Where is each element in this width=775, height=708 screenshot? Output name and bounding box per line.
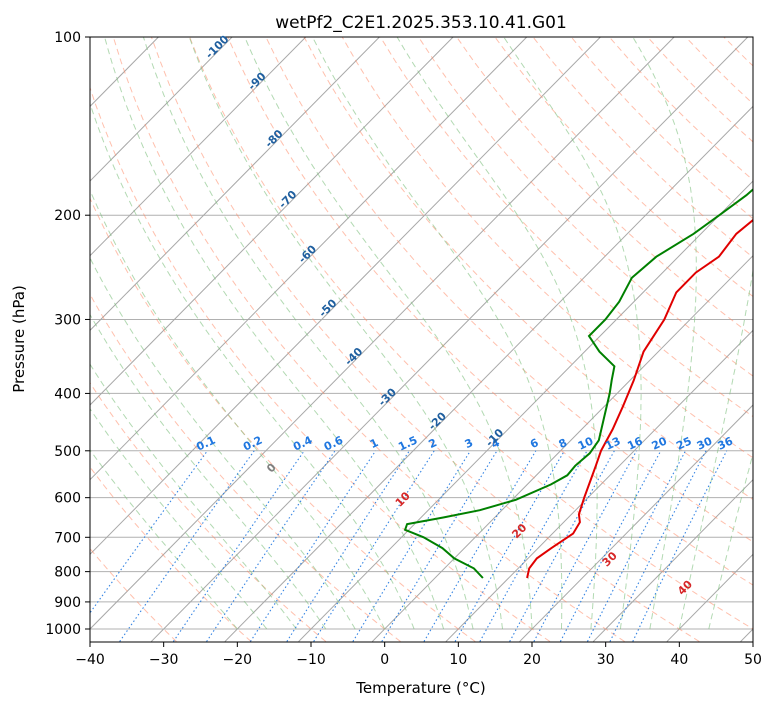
moist-adiabat-line [90,448,238,630]
dry-adiabat-line [303,37,753,501]
x-tick-label: 10 [449,652,467,668]
moist-adiabat-line [90,256,356,630]
dry-adiabat-line [90,466,252,642]
dry-adiabat-line [265,37,753,543]
y-tick-label: 400 [54,386,81,402]
mixing-ratio-line [206,450,336,642]
mixing-ratio-line [632,450,728,642]
chart-title: wetPf2_C2E1.2025.353.10.41.G01 [275,13,567,33]
isotherm-line [224,105,753,642]
y-tick-label: 700 [54,530,81,546]
x-tick-label: 50 [744,652,762,668]
isotherm-line [90,37,307,257]
mixing-ratio-line [172,450,305,642]
moist-adiabat-line [90,407,268,630]
y-axis: 100 200 300 400 500 600 700 800 900 1000 [45,30,90,638]
y-tick-label: 1000 [45,622,81,638]
x-tick-label: 40 [670,652,688,668]
mixing-ratio-line [587,450,686,642]
mixing-ratio-label: 13 [603,434,622,452]
isotherm-line [445,329,753,642]
y-tick-label: 900 [54,595,81,611]
isotherm-line [90,37,233,182]
x-axis: −40 −30 −20 −10 0 10 20 30 40 50 [75,642,762,668]
moist-adiabat-line [632,37,697,630]
mixing-ratio-line [352,450,471,642]
x-tick-label: 20 [523,652,541,668]
dry-adiabat-line [418,37,753,377]
moist-adiabat-line [708,451,753,630]
mixing-ratio-line [381,450,498,642]
mixing-ratio-label: 25 [674,434,693,452]
moist-adiabat-line [188,37,503,630]
moist-adiabat-line [312,37,563,629]
y-tick-label: 800 [54,565,81,581]
moist-adiabat-line [90,101,415,630]
isotherm-line [90,37,454,406]
dry-adiabat-line [150,37,700,642]
y-tick-label: 200 [54,208,81,224]
x-tick-label: −30 [149,652,179,668]
mixing-ratio-label: 16 [625,434,645,452]
y-axis-label: Pressure (hPa) [10,285,28,393]
dry-adiabat-line [227,37,753,586]
x-tick-label: 0 [380,652,389,668]
mixing-ratio-line [533,450,637,642]
mixing-ratio-label: 20 [650,434,670,452]
dry-adiabat-line [90,86,551,642]
y-tick-label: 500 [54,444,81,460]
isotherm-line [371,254,753,642]
x-tick-label: −20 [223,652,253,668]
x-tick-label: −10 [296,652,326,668]
isotherm-line [519,404,753,642]
x-tick-label: −40 [75,652,105,668]
mixing-ratio-line [286,450,410,642]
isotherm-line [90,37,601,556]
moist-adiabat-line [503,37,642,630]
moist-adiabat-line [104,37,445,630]
dry-adiabat-line [90,197,476,642]
temperature-profile [526,218,753,579]
dry-adiabat-line [112,37,625,642]
mixing-ratio-line [119,450,255,642]
moist-adiabat-line [244,37,533,630]
isotherm-line [150,37,749,642]
moist-adiabat-line [90,313,327,630]
isotherm-line [90,37,528,481]
gridlines [90,37,753,642]
dry-adiabat-line [379,37,753,418]
moist-adiabat-line [142,37,474,630]
mixing-ratio-label: 30 [695,434,715,452]
y-tick-label: 600 [54,491,81,507]
mixing-ratio-line [509,450,615,642]
x-axis-label: Temperature (°C) [355,679,485,697]
isotherm-line [90,37,675,630]
moist-adiabat-line [396,37,598,630]
dry-adiabat-line [189,37,753,630]
isotherm-line [592,478,753,642]
dry-adiabat-line [90,381,327,642]
plot-frame [89,36,754,643]
mixing-ratio-line [249,450,377,642]
x-tick-label: 30 [597,652,615,668]
mixing-ratio-line [479,450,588,642]
mixing-ratio-line [90,450,208,614]
dewpoint-profile [403,188,753,579]
isotherm-line [90,37,380,332]
moist-adiabat-line [90,363,297,630]
mixing-ratio-label: 10 [576,434,596,452]
sounding-profiles [403,188,753,579]
y-tick-label: 100 [54,30,81,46]
mixing-ratio-label: 36 [716,434,736,452]
dry-adiabat-line [494,37,753,298]
y-tick-label: 300 [54,312,81,328]
dry-adiabat-line [456,37,753,337]
dry-adiabat-line [341,37,753,459]
mixing-ratio-line [609,450,707,642]
